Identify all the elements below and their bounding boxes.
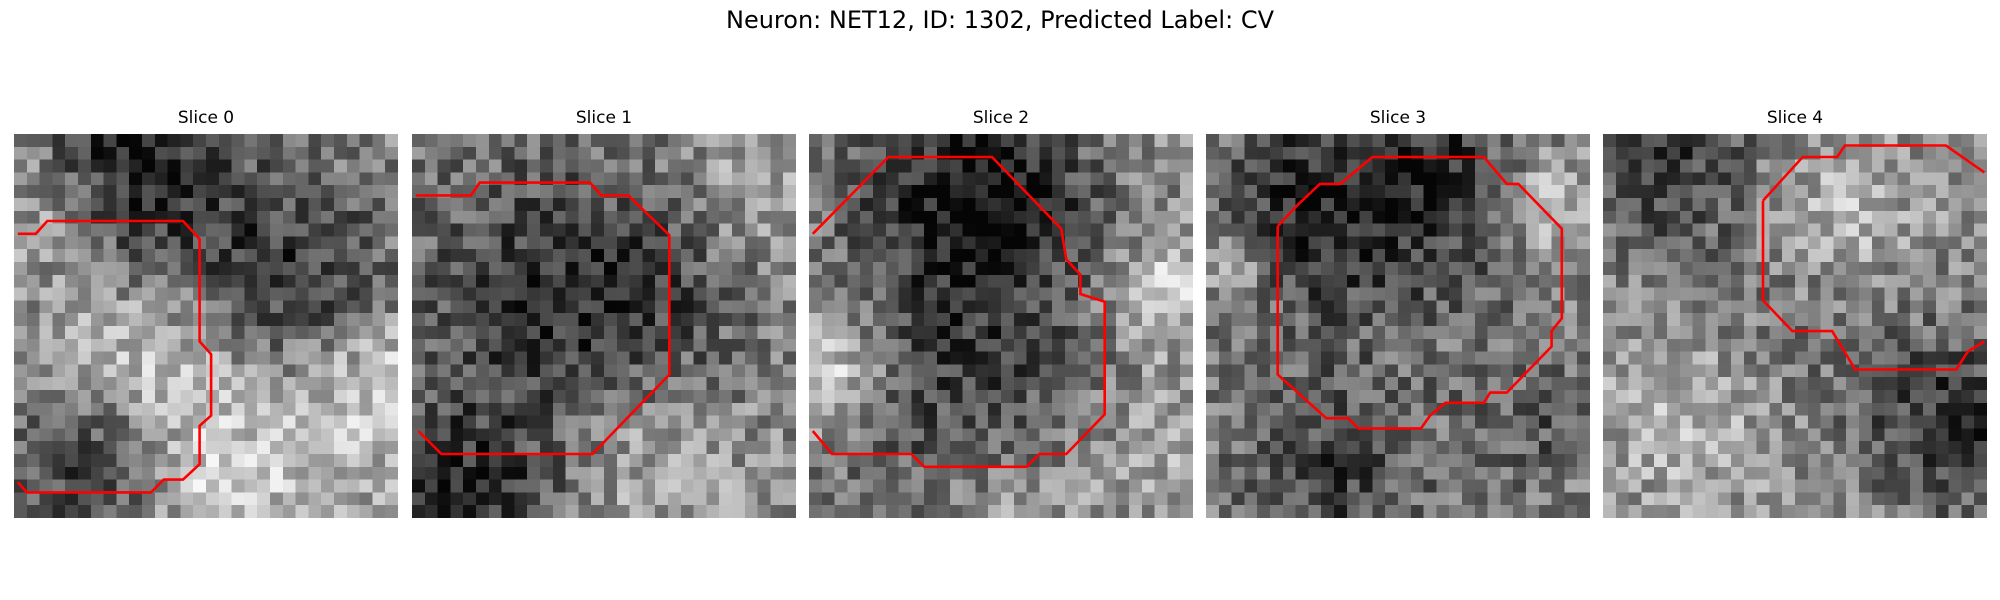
- pixel-grid: [1206, 134, 1590, 518]
- slice-title: Slice 2: [972, 108, 1030, 128]
- slice-title: Slice 0: [177, 108, 235, 128]
- cell-contour: [1276, 155, 1564, 430]
- pixel-grid: [809, 134, 1193, 518]
- cell-contour: [1761, 200, 1986, 371]
- cell-contour: [1762, 144, 1986, 202]
- pixel-grid: [412, 134, 796, 518]
- cell-contour: [415, 181, 671, 456]
- slice-title: Slice 4: [1766, 108, 1824, 128]
- pixel-grid: [14, 134, 398, 518]
- figure-title: Neuron: NET12, ID: 1302, Predicted Label…: [726, 6, 1274, 34]
- slice-image: [1206, 134, 1590, 518]
- slice-title: Slice 1: [575, 108, 633, 128]
- slice-image: [412, 134, 796, 518]
- slice-title: Slice 3: [1369, 108, 1427, 128]
- slice-image: [809, 134, 1193, 518]
- slice-image: [1603, 134, 1987, 518]
- slice-image: [14, 134, 398, 518]
- cell-contour: [811, 155, 1107, 469]
- pixel-grid: [1603, 134, 1987, 518]
- cell-contour: [16, 219, 213, 494]
